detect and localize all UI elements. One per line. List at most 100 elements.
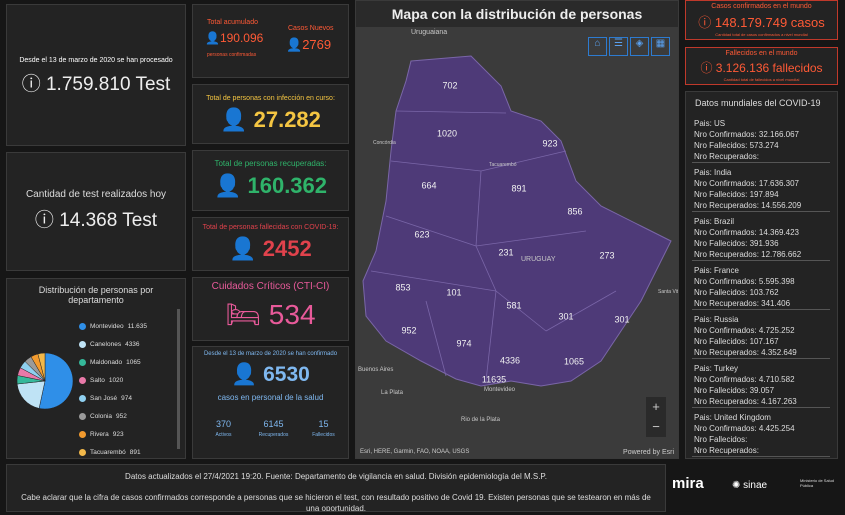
- home-button[interactable]: ⌂: [588, 37, 607, 56]
- health-panel: Desde el 13 de marzo de 2020 se han conf…: [192, 346, 349, 459]
- dept-name: Salto: [90, 376, 105, 384]
- country: [362, 55, 672, 387]
- world-deaths-value: 3.126.136 fallecidos: [715, 61, 823, 75]
- field-label: Pais:: [694, 364, 712, 373]
- panel-title: Distribución de personas por departament…: [38, 285, 154, 305]
- value: ⓘ 148.179.749 casos: [698, 15, 825, 30]
- world-cases-value: 148.179.749 casos: [714, 15, 825, 30]
- dept-row: Colonia 952: [79, 407, 174, 425]
- critical-panel: Cuidados Críticos (CTI-CI) 🛏 534: [192, 277, 349, 341]
- stat-label: Activos: [215, 432, 232, 438]
- country-line: Nro Fallecidos: 391.936: [694, 238, 828, 249]
- field-value: 4.725.252: [758, 326, 795, 335]
- dept-value: 1020: [108, 376, 124, 384]
- label: Fallecidos en el mundo: [725, 50, 798, 57]
- country-card: Pais: France Nro Confirmados: 5.595.398 Nr…: [692, 261, 830, 310]
- country-card: Pais: US Nro Confirmados: 32.166.067 Nro F…: [692, 114, 830, 163]
- country-line: Nro Confirmados: 17.636.307: [694, 178, 828, 189]
- region-count: 974: [456, 338, 471, 348]
- field-value: France: [714, 266, 739, 275]
- field-label: Pais:: [694, 266, 712, 275]
- map-panel: Mapa con la distribución de personas ⌂ ☰…: [355, 0, 679, 459]
- field-value: 4.710.582: [758, 375, 795, 384]
- country-line: Nro Recuperados: 4.352.649: [694, 347, 828, 358]
- field-label: Nro Fallecidos:: [694, 239, 748, 248]
- field-value: Russia: [714, 315, 739, 324]
- tests-today: 14.368 Test: [59, 210, 158, 231]
- dept-row: Salto 1020: [79, 371, 174, 389]
- region-count: 1020: [437, 128, 457, 138]
- place-label: Tacuarembó: [489, 162, 517, 168]
- borders: [370, 110, 617, 382]
- field-label: Nro Fallecidos:: [694, 435, 748, 444]
- dept-value: 974: [121, 394, 132, 402]
- field-label: Nro Confirmados:: [694, 375, 757, 384]
- label: Total acumulado: [207, 19, 258, 26]
- value: 👤2769: [286, 37, 332, 52]
- country-line: Nro Fallecidos: 107.167: [694, 336, 828, 347]
- layers-button[interactable]: ◈: [630, 37, 649, 56]
- region-count: 4336: [500, 355, 520, 365]
- field-label: Nro Confirmados:: [694, 179, 757, 188]
- field-label: Nro Recuperados:: [694, 250, 759, 259]
- departments-panel: Distribución de personas por departament…: [6, 278, 186, 459]
- field-label: Pais:: [694, 119, 712, 128]
- place-label: Uruguaiana: [411, 29, 447, 36]
- country-line: Pais: United Kingdom: [694, 412, 828, 423]
- country-line: Nro Recuperados:: [694, 445, 828, 456]
- caption: personas confirmadas: [207, 52, 257, 58]
- country-line: Nro Fallecidos: 573.274: [694, 140, 828, 151]
- region-count: 923: [542, 138, 557, 148]
- tests-today-panel: Cantidad de test realizados hoy ⓘ 14.368…: [6, 152, 186, 271]
- basemap-button[interactable]: ▦: [651, 37, 670, 56]
- dept-name: Rivera: [90, 430, 109, 438]
- country-line: Nro Confirmados: 32.166.067: [694, 129, 828, 140]
- label: Casos Nuevos: [288, 25, 334, 32]
- stat-value: 6145: [263, 419, 284, 429]
- dept-value: 952: [116, 412, 127, 420]
- place-label: Buenos Aires: [358, 367, 393, 373]
- health-stat: 15 Fallecidos: [301, 419, 346, 438]
- field-label: Nro Recuperados:: [694, 201, 759, 210]
- zoom-control[interactable]: + −: [646, 397, 666, 437]
- dept-swatch: [79, 394, 86, 402]
- value: ⓘ 3.126.136 fallecidos: [700, 61, 823, 75]
- logo-sinae-text: sinae: [743, 480, 768, 491]
- country-line: Pais: France: [694, 265, 828, 276]
- region-count: 702: [442, 80, 457, 90]
- country-line: Nro Confirmados: 14.369.423: [694, 227, 828, 238]
- field-label: Nro Fallecidos:: [694, 288, 748, 297]
- field-label: Nro Confirmados:: [694, 228, 757, 237]
- country-line: Nro Recuperados:: [694, 151, 828, 162]
- country-line: Nro Recuperados: 4.167.263: [694, 396, 828, 407]
- label: Casos confirmados en el mundo: [711, 3, 812, 10]
- field-label: Pais:: [694, 413, 712, 422]
- field-label: Nro Confirmados:: [694, 277, 757, 286]
- country-line: Nro Confirmados: 4.710.582: [694, 374, 828, 385]
- stat-value: 370: [215, 419, 232, 429]
- region-count: 664: [421, 180, 436, 190]
- list-button[interactable]: ☰: [609, 37, 628, 56]
- field-value: 107.167: [749, 337, 779, 346]
- field-value: US: [714, 119, 726, 128]
- field-label: Nro Recuperados:: [694, 299, 759, 308]
- panel-title: Datos mundiales del COVID-19: [695, 98, 821, 108]
- field-value: 4.425.254: [758, 424, 795, 433]
- tests-total-panel: Desde el 13 de marzo de 2020 se han proc…: [6, 4, 186, 146]
- field-value: Brazil: [714, 217, 735, 226]
- pie-slice: [38, 352, 74, 410]
- dept-swatch: [79, 376, 86, 384]
- place-label: Concórdia: [373, 140, 396, 146]
- label: Total de personas con infección en curso…: [206, 95, 335, 102]
- region-count: 273: [599, 250, 614, 260]
- value: ⓘ 1.759.810 Test: [21, 74, 171, 95]
- subtitle: casos en personal de la salud: [217, 393, 324, 402]
- caption: Desde el 13 de marzo de 2020 se han conf…: [203, 351, 338, 357]
- field-label: Pais:: [694, 217, 712, 226]
- dept-value: 1065: [126, 358, 141, 366]
- country-line: Nro Recuperados: 341.406: [694, 298, 828, 309]
- tests-total: 1.759.810 Test: [45, 74, 171, 95]
- field-label: Nro Confirmados:: [694, 424, 757, 433]
- world-list-panel: Datos mundiales del COVID-19 Pais: US Nro…: [685, 91, 838, 459]
- country-line: Pais: US: [694, 118, 828, 129]
